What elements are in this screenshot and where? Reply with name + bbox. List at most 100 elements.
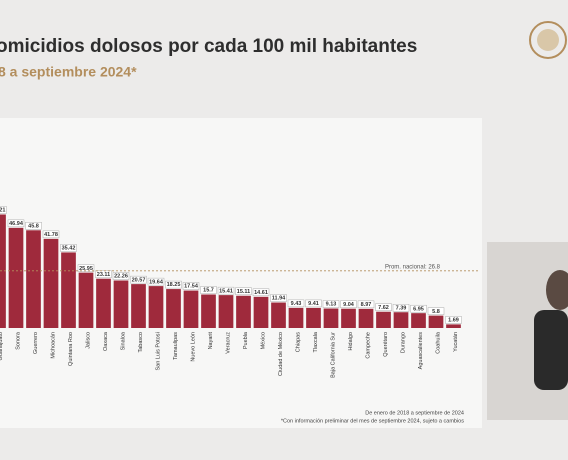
x-tick-label: Guerrero bbox=[33, 332, 39, 354]
reference-label: Prom. nacional: 26.8 bbox=[385, 264, 441, 270]
interpreter-head bbox=[546, 270, 568, 310]
value-label: 9.04 bbox=[343, 302, 355, 308]
x-tick-label: Puebla bbox=[243, 331, 249, 349]
value-label-box bbox=[375, 303, 392, 311]
x-tick-label: Querétaro bbox=[383, 332, 389, 357]
x-tick-label: Guanajuato bbox=[0, 332, 4, 360]
value-label-box bbox=[287, 299, 305, 308]
bar bbox=[446, 324, 461, 328]
value-label: 15.11 bbox=[237, 289, 250, 295]
value-label-box bbox=[322, 300, 340, 308]
bar bbox=[148, 286, 164, 328]
value-label: 15.7 bbox=[203, 288, 214, 294]
value-label-box bbox=[200, 286, 217, 294]
value-label-box bbox=[95, 270, 112, 278]
bar bbox=[323, 308, 339, 328]
bar bbox=[218, 295, 234, 328]
bar bbox=[0, 214, 6, 328]
value-label: 22.26 bbox=[114, 274, 128, 280]
bar bbox=[113, 280, 129, 328]
bar bbox=[411, 313, 426, 328]
bar bbox=[26, 230, 41, 328]
value-label: 18.25 bbox=[167, 282, 181, 288]
value-label-box bbox=[147, 277, 165, 286]
bar bbox=[201, 294, 216, 328]
value-label: 7.62 bbox=[378, 305, 389, 311]
bar bbox=[43, 238, 59, 328]
value-label: 5.8 bbox=[432, 309, 440, 315]
value-label: 35.42 bbox=[62, 246, 76, 252]
value-label: 19.64 bbox=[149, 279, 164, 285]
x-tick-label: Tamaulipas bbox=[173, 332, 179, 360]
x-tick-label: Sinaloa bbox=[120, 331, 126, 350]
value-label-box bbox=[427, 307, 445, 315]
emblem-center bbox=[537, 29, 559, 51]
chart-subtitle: 8 a septiembre 2024* bbox=[0, 64, 137, 80]
value-label-box bbox=[410, 304, 427, 313]
value-label-box bbox=[182, 282, 200, 290]
bar bbox=[8, 227, 24, 328]
value-label-box bbox=[235, 287, 252, 295]
bar bbox=[358, 308, 374, 328]
bar bbox=[78, 272, 94, 328]
x-tick-label: Coahuila bbox=[435, 331, 441, 354]
bar bbox=[96, 278, 111, 328]
value-label: 9.13 bbox=[326, 302, 337, 308]
x-tick-label: Aguascalientes bbox=[418, 332, 424, 370]
value-label-box bbox=[60, 244, 77, 252]
value-label: 9.41 bbox=[308, 301, 319, 307]
bar bbox=[271, 302, 286, 328]
bar bbox=[428, 315, 444, 328]
value-label: 11.94 bbox=[272, 296, 286, 302]
value-label-box bbox=[340, 300, 357, 308]
bar bbox=[253, 296, 269, 328]
value-label: 23.11 bbox=[97, 272, 110, 278]
emblem bbox=[529, 21, 567, 59]
value-label: 7.39 bbox=[396, 305, 407, 311]
bar bbox=[236, 295, 251, 328]
value-label: 46.94 bbox=[9, 221, 24, 227]
value-label-box bbox=[445, 316, 462, 324]
value-label: 6.95 bbox=[413, 306, 424, 312]
value-label-box bbox=[270, 294, 287, 302]
bar bbox=[288, 307, 304, 328]
value-label-box bbox=[77, 264, 95, 272]
value-label: 45.8 bbox=[28, 223, 39, 229]
x-tick-label: Jalisco bbox=[85, 332, 91, 349]
x-tick-label: Durango bbox=[400, 332, 406, 353]
x-tick-label: Sonora bbox=[15, 331, 21, 350]
value-label: 41.78 bbox=[44, 232, 58, 238]
value-label-box bbox=[165, 280, 182, 289]
bar bbox=[183, 290, 199, 328]
value-label-box bbox=[392, 304, 410, 312]
x-tick-label: San Luis Potosí bbox=[155, 332, 161, 371]
value-label: 15.41 bbox=[219, 288, 233, 294]
x-tick-label: Ciudad de México bbox=[278, 332, 284, 376]
x-tick-label: Nuevo León bbox=[190, 332, 196, 362]
x-tick-label: Tabasco bbox=[138, 332, 144, 353]
bar bbox=[131, 284, 146, 328]
value-label-box bbox=[130, 275, 147, 284]
value-label: 17.54 bbox=[184, 284, 199, 290]
x-tick-label: Oaxaca bbox=[103, 331, 109, 351]
value-label-box bbox=[0, 206, 7, 214]
note: *Con información preliminar del mes de s… bbox=[281, 418, 464, 424]
bar bbox=[341, 308, 356, 328]
value-label-box bbox=[357, 300, 375, 309]
x-tick-label: Yucatán bbox=[453, 332, 459, 352]
value-label-box bbox=[305, 299, 322, 308]
bar bbox=[306, 307, 321, 328]
x-tick-label: Michoacán bbox=[50, 332, 56, 359]
bar bbox=[166, 289, 181, 328]
value-label-box bbox=[25, 222, 42, 230]
x-tick-label: Hidalgo bbox=[348, 332, 354, 351]
interpreter-body bbox=[534, 310, 568, 390]
value-label: 1.69 bbox=[448, 318, 459, 324]
value-label-box bbox=[112, 272, 130, 280]
x-tick-label: Nayarit bbox=[208, 332, 214, 350]
value-label: 20.57 bbox=[132, 277, 146, 283]
x-tick-label: Quintana Roo bbox=[68, 332, 74, 366]
bar bbox=[376, 311, 391, 328]
value-label-box bbox=[252, 288, 270, 297]
